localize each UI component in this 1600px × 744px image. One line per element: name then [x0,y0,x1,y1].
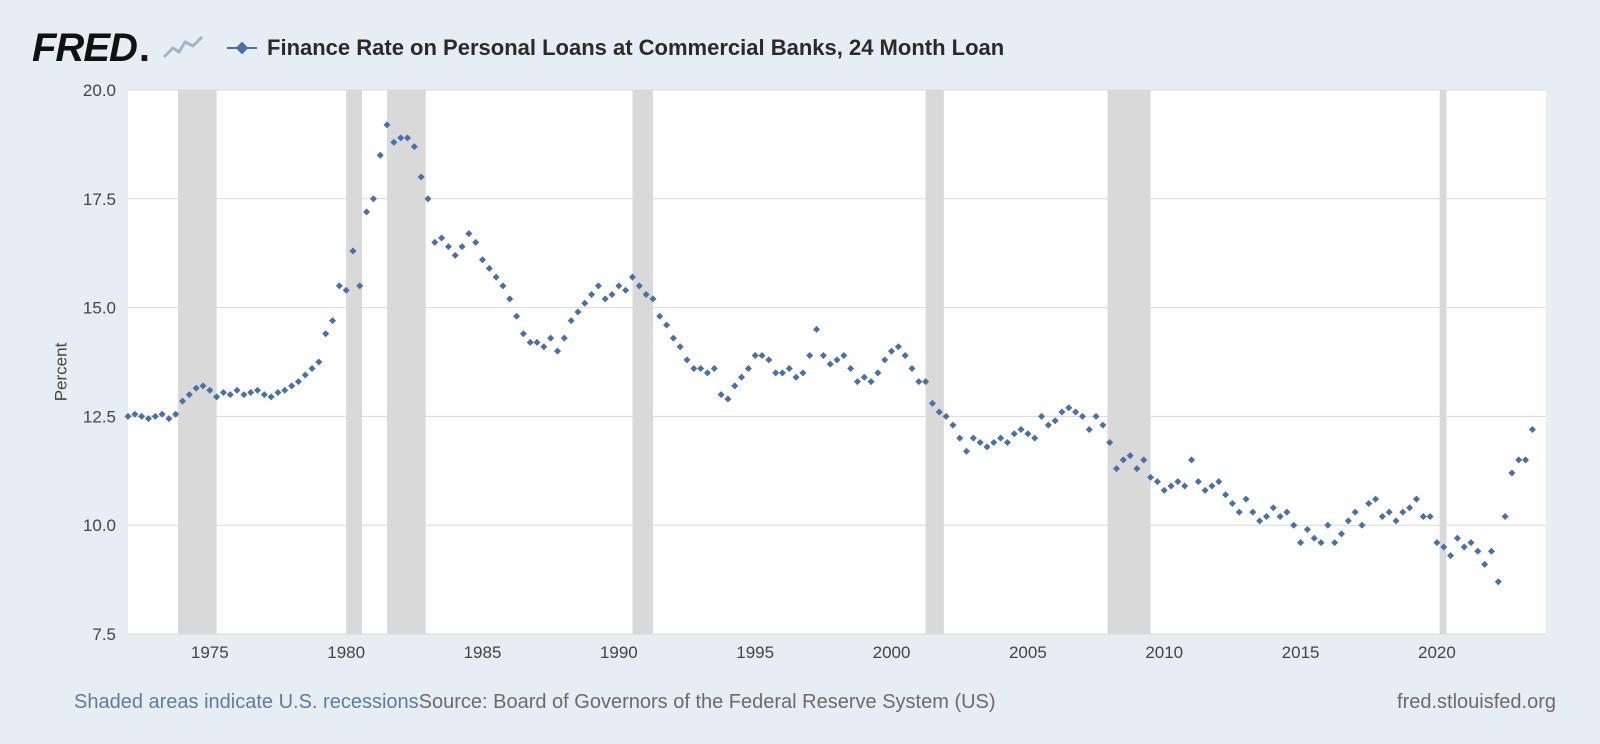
recession-band [1440,90,1447,634]
source-note: Source: Board of Governors of the Federa… [419,691,996,714]
x-tick-label: 1985 [464,643,502,662]
recession-band [926,90,944,634]
y-tick-label: 17.5 [83,190,116,209]
site-note: fred.stlouisfed.org [1397,691,1556,714]
y-axis-label: Percent [51,343,71,402]
fred-logo-dot: . [139,28,149,68]
y-tick-label: 20.0 [83,84,116,100]
fred-logo-text: FRED [32,28,137,68]
legend-title: Finance Rate on Personal Loans at Commer… [267,35,1004,61]
recession-band [632,90,652,634]
recession-band [178,90,217,634]
x-tick-label: 1995 [736,643,774,662]
fred-spark-icon [163,34,203,62]
chart-legend: Finance Rate on Personal Loans at Commer… [227,35,1004,61]
recession-band [387,90,426,634]
recession-band [346,90,362,634]
recession-band [1108,90,1151,634]
x-tick-label: 2015 [1282,643,1320,662]
fred-logo: FRED. [32,28,149,68]
x-tick-label: 1975 [191,643,229,662]
chart-footer: Shaded areas indicate U.S. recessions So… [74,688,1556,716]
y-tick-label: 7.5 [92,625,116,644]
x-tick-label: 1990 [600,643,638,662]
recession-note: Shaded areas indicate U.S. recessions [74,691,419,714]
chart-inner: FRED. Finance Rate on Personal Loans at … [14,14,1586,730]
x-tick-label: 2000 [873,643,911,662]
x-tick-label: 2005 [1009,643,1047,662]
plot-area: 7.5 10.0 12.5 15.0 17.5 20.0 1975 1980 1985 1990 1… [74,84,1556,666]
y-tick-label: 10.0 [83,516,116,535]
y-tick-label: 15.0 [83,299,116,318]
y-tick-label: 12.5 [83,407,116,426]
chart-header: FRED. Finance Rate on Personal Loans at … [32,26,1568,70]
legend-marker-icon [227,42,257,54]
x-tick-label: 1980 [327,643,365,662]
x-tick-label: 2020 [1418,643,1456,662]
x-tick-label: 2010 [1145,643,1183,662]
chart-container: FRED. Finance Rate on Personal Loans at … [0,0,1600,744]
